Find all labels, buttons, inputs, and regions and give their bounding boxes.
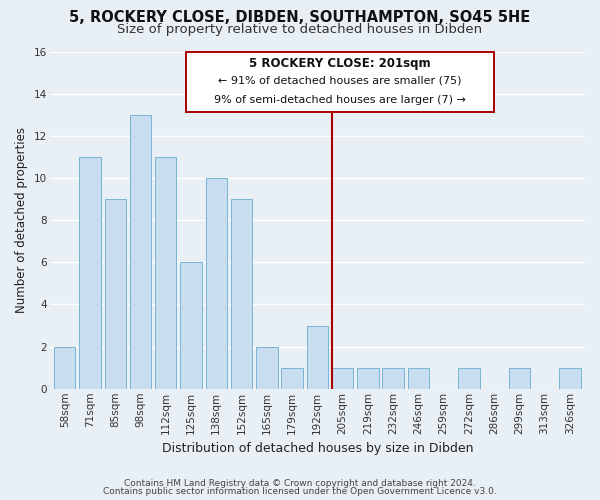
Bar [509, 368, 530, 389]
X-axis label: Distribution of detached houses by size in Dibden: Distribution of detached houses by size … [161, 442, 473, 455]
Bar [382, 368, 404, 389]
Bar [357, 368, 379, 389]
Text: Contains public sector information licensed under the Open Government Licence v3: Contains public sector information licen… [103, 487, 497, 496]
Bar [54, 346, 76, 389]
Text: 5, ROCKERY CLOSE, DIBDEN, SOUTHAMPTON, SO45 5HE: 5, ROCKERY CLOSE, DIBDEN, SOUTHAMPTON, S… [70, 10, 530, 25]
Bar [332, 368, 353, 389]
Bar [79, 157, 101, 389]
Bar [104, 199, 126, 389]
Text: 9% of semi-detached houses are larger (7) →: 9% of semi-detached houses are larger (7… [214, 94, 466, 104]
Bar [206, 178, 227, 389]
Y-axis label: Number of detached properties: Number of detached properties [15, 127, 28, 313]
FancyBboxPatch shape [186, 52, 494, 112]
Bar [281, 368, 303, 389]
Text: Size of property relative to detached houses in Dibden: Size of property relative to detached ho… [118, 22, 482, 36]
Bar [231, 199, 252, 389]
Bar [256, 346, 278, 389]
Bar [180, 262, 202, 389]
Bar [407, 368, 429, 389]
Bar [130, 114, 151, 389]
Bar [458, 368, 479, 389]
Bar [307, 326, 328, 389]
Bar [155, 157, 176, 389]
Text: ← 91% of detached houses are smaller (75): ← 91% of detached houses are smaller (75… [218, 76, 462, 86]
Text: Contains HM Land Registry data © Crown copyright and database right 2024.: Contains HM Land Registry data © Crown c… [124, 478, 476, 488]
Bar [559, 368, 581, 389]
Text: 5 ROCKERY CLOSE: 201sqm: 5 ROCKERY CLOSE: 201sqm [249, 57, 431, 70]
